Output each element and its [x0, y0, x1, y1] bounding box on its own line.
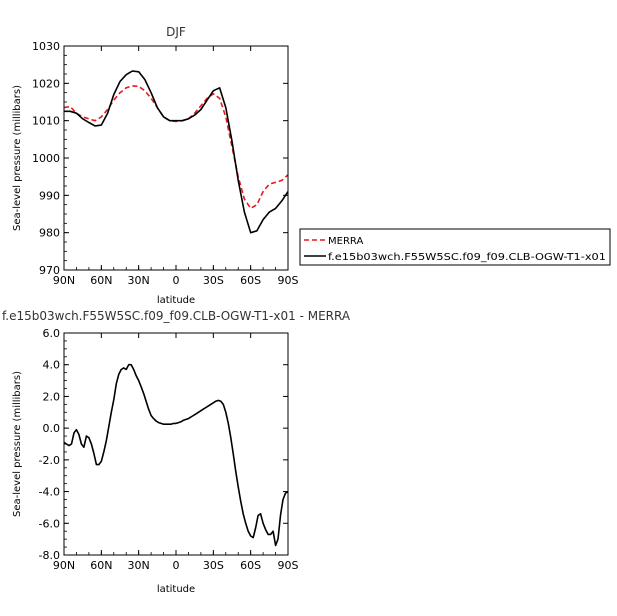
y-tick-label: 1010	[32, 115, 60, 128]
x-tick-label: 60S	[240, 559, 261, 572]
x-tick-label: 30N	[128, 274, 150, 287]
y-tick-label: -2.0	[39, 454, 60, 467]
plot-frame	[63, 45, 289, 271]
y-tick-label: -8.0	[39, 549, 60, 562]
chart-title: DJF	[166, 25, 186, 39]
x-axis-label: latitude	[157, 584, 195, 595]
pressure-line-chart: DJF 90N 60N 30N 0 30S 60S 90S 970 980 990 1000 101…	[12, 25, 299, 306]
y-tick-label: 1000	[32, 152, 60, 165]
y-tick-label: -4.0	[39, 486, 60, 499]
legend-label-merra: MERRA	[328, 236, 363, 247]
legend: MERRA f.e15b03wch.F55W5SC.f09_f09.CLB-OG…	[299, 228, 611, 266]
y-axis-ticks: 970 980 990 1000 1010 1020 1030	[32, 40, 288, 277]
x-tick-label: 0	[173, 274, 180, 287]
y-tick-label: 970	[39, 264, 60, 277]
y-tick-label: 0.0	[43, 422, 61, 435]
x-tick-label: 90S	[278, 559, 299, 572]
x-axis-ticks: 90N 60N 30N 0 30S 60S 90S	[53, 333, 299, 572]
x-tick-label: 30S	[203, 274, 224, 287]
x-tick-label: 90N	[53, 559, 75, 572]
y-tick-label: 6.0	[43, 327, 61, 340]
y-tick-label: 980	[39, 227, 60, 240]
plot-frame	[63, 332, 289, 556]
x-tick-label: 60N	[90, 559, 112, 572]
y-axis-label: Sea-level pressure (millibars)	[12, 371, 23, 517]
y-tick-label: 990	[39, 189, 60, 202]
series-lines	[63, 363, 289, 547]
x-tick-label: 90S	[278, 274, 299, 287]
y-axis-ticks: -8.0 -6.0 -4.0 -2.0 0.0 2.0 4.0 6.0	[39, 327, 288, 562]
legend-label-model: f.e15b03wch.F55W5SC.f09_f09.CLB-OGW-T1-x…	[328, 252, 606, 263]
difference-line-chart: f.e15b03wch.F55W5SC.f09_f09.CLB-OGW-T1-x…	[2, 309, 351, 595]
y-axis-label: Sea-level pressure (millibars)	[12, 85, 23, 231]
x-tick-label: 30N	[128, 559, 150, 572]
chart-title: f.e15b03wch.F55W5SC.f09_f09.CLB-OGW-T1-x…	[2, 309, 351, 323]
y-tick-label: 1030	[32, 40, 60, 53]
y-tick-label: 1020	[32, 77, 60, 90]
series-line-0	[63, 363, 289, 547]
x-tick-label: 90N	[53, 274, 75, 287]
series-line-0	[63, 85, 289, 210]
y-tick-label: 4.0	[43, 359, 61, 372]
series-lines	[63, 70, 289, 234]
y-tick-label: -6.0	[39, 517, 60, 530]
x-tick-label: 60N	[90, 274, 112, 287]
x-tick-label: 0	[173, 559, 180, 572]
x-tick-label: 60S	[240, 274, 261, 287]
y-tick-label: 2.0	[43, 390, 61, 403]
x-axis-label: latitude	[157, 295, 195, 306]
x-axis-ticks: 90N 60N 30N 0 30S 60S 90S	[53, 46, 299, 287]
series-line-1	[64, 70, 289, 234]
x-tick-label: 30S	[203, 559, 224, 572]
legend-box	[299, 228, 611, 266]
